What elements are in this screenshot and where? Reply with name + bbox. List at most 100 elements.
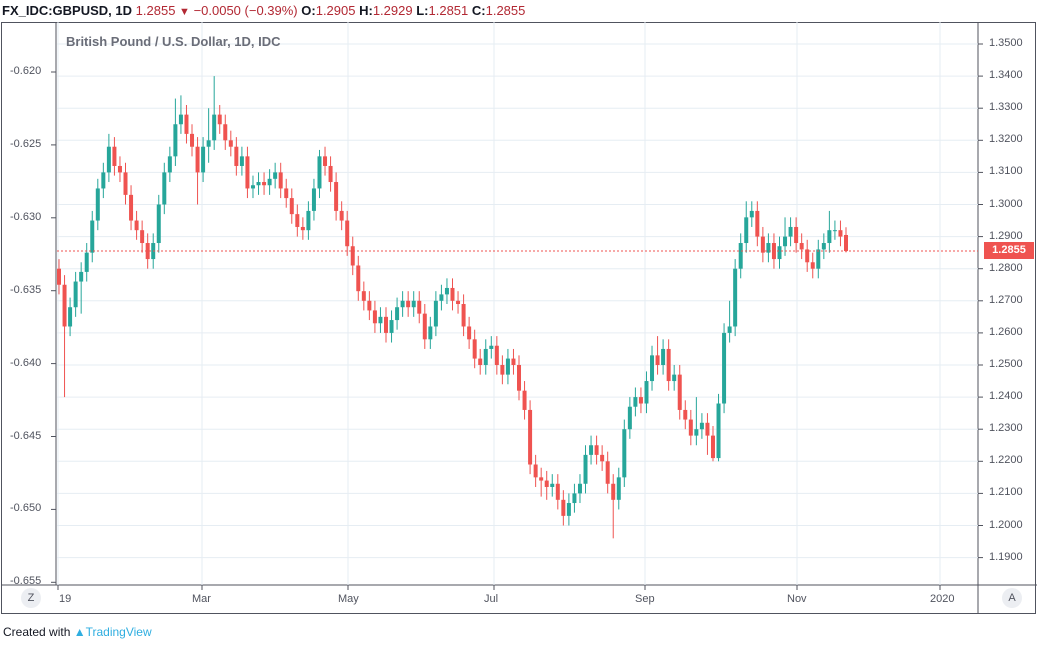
candle (201, 137, 206, 183)
candle-body (112, 146, 117, 166)
candle (339, 201, 344, 231)
y-left-tick-label: -0.630 (10, 210, 42, 223)
candle (838, 220, 843, 247)
candle-body (572, 493, 577, 504)
candle (638, 387, 643, 414)
candle (278, 162, 283, 199)
candle (467, 316, 472, 349)
low-value: 1.2851 (428, 3, 469, 18)
candle-body (500, 365, 505, 375)
candle (832, 220, 837, 240)
candle (472, 329, 477, 369)
candle-body (123, 172, 128, 195)
candle (505, 348, 510, 385)
last-price-label: 1.2855 (984, 242, 1034, 259)
candle-body (522, 390, 527, 410)
candle-body (378, 316, 383, 324)
candle-body (411, 300, 416, 308)
candle-body (511, 358, 516, 365)
candle-body (832, 230, 837, 232)
candle-body (167, 156, 172, 173)
x-tick-label: Jul (484, 593, 499, 605)
candle-body (406, 300, 411, 308)
y-right-tick-label: 1.3100 (989, 165, 1023, 178)
candle-body (589, 445, 594, 455)
footer: Created with ▲TradingView (3, 625, 152, 639)
candle-body (134, 220, 139, 231)
candle-body (583, 454, 588, 484)
candle-body (300, 226, 305, 231)
candle-body (478, 358, 483, 365)
candle-body (661, 348, 666, 365)
candle (572, 483, 577, 513)
candle-body (256, 182, 261, 186)
candle (522, 381, 527, 420)
candle (267, 169, 272, 195)
candle (450, 278, 455, 311)
candle (844, 227, 848, 253)
candle-body (744, 217, 749, 244)
candle (539, 467, 544, 497)
close-label: C: (471, 3, 486, 18)
candle-body (821, 243, 826, 250)
candle (783, 217, 788, 256)
candle (655, 336, 660, 375)
candle-body (638, 397, 643, 404)
y-right-tick-label: 1.2600 (989, 325, 1023, 338)
open-label: O: (301, 3, 316, 18)
candle-body (84, 252, 89, 272)
candle (733, 259, 738, 337)
candle (106, 133, 111, 183)
tradingview-link[interactable]: TradingView (85, 625, 152, 639)
auto-scale-button[interactable]: A (1002, 588, 1022, 608)
candle (805, 239, 810, 272)
candle (245, 146, 250, 199)
candle (699, 413, 704, 439)
candle (511, 348, 516, 375)
candle (95, 178, 100, 231)
candle-body (433, 300, 438, 327)
candle-body (234, 146, 239, 166)
candle-body (328, 165, 333, 183)
timezone-button[interactable]: Z (21, 588, 41, 608)
candle (672, 365, 677, 391)
candle-body (334, 182, 339, 211)
candle-body (699, 422, 704, 430)
candle (289, 188, 294, 224)
candle (650, 345, 655, 391)
candle-body (777, 246, 782, 260)
candle-body (461, 304, 466, 327)
candle-body (306, 210, 311, 231)
candle (827, 210, 832, 253)
candle (284, 178, 289, 208)
candle-body (550, 483, 555, 487)
candle (517, 355, 522, 401)
candle (117, 156, 122, 183)
candle (622, 419, 627, 487)
candle-body (783, 236, 788, 247)
candle (57, 259, 61, 295)
candle (533, 454, 538, 487)
y-left-tick-label: -0.635 (10, 283, 42, 296)
candle-body (95, 188, 100, 221)
candle-body (683, 409, 688, 420)
candle-body (456, 300, 461, 305)
y-left-tick-label: -0.625 (10, 137, 42, 150)
candle (594, 435, 599, 465)
candle-body (505, 358, 510, 375)
candle (145, 233, 150, 269)
candle (383, 307, 388, 343)
candle-body (284, 188, 289, 199)
tradingview-logo-icon[interactable]: ▲ (73, 625, 86, 639)
candle-body (428, 326, 433, 340)
x-tick-label: May (338, 593, 359, 605)
candle-body (156, 204, 161, 244)
candle-body (361, 291, 366, 301)
candle (566, 493, 571, 526)
candle-body (339, 210, 344, 221)
candle (666, 339, 671, 391)
candle-body (106, 146, 111, 173)
candle (439, 284, 444, 311)
candle-body (688, 419, 693, 436)
